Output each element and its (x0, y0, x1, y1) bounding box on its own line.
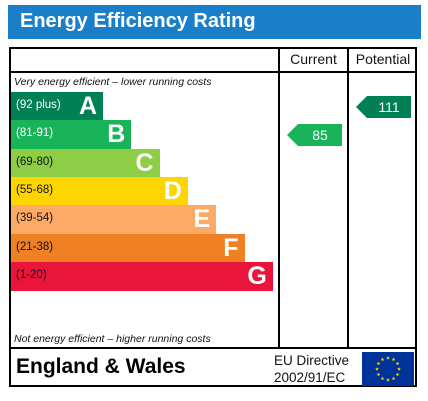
band-range-b: (81-91) (16, 127, 54, 140)
note-efficient: Very energy efficient – lower running co… (14, 76, 212, 88)
eu-flag-star (375, 367, 379, 371)
band-letter-b: B (107, 120, 126, 149)
band-letter-c: C (135, 148, 154, 177)
current-arrow-shape (287, 123, 342, 146)
band-range-c: (69-80) (16, 155, 54, 168)
band-range-g: (1-20) (16, 268, 47, 281)
band-letter-e: E (193, 205, 211, 234)
band-b: (81-91) B (11, 120, 132, 150)
band-g: (1-20) G (11, 261, 273, 291)
title-bar: Energy Efficiency Rating (8, 5, 421, 39)
eu-flag-star (391, 357, 396, 362)
band-c: (69-80) C (11, 148, 160, 178)
band-range-e: (39-54) (16, 212, 54, 225)
eu-flag-star (376, 372, 381, 377)
eu-flag-star (395, 372, 400, 377)
eu-flag-star (391, 376, 396, 381)
band-letter-a: A (78, 92, 97, 120)
band-letter-f: F (223, 233, 239, 262)
potential-rating-value: 111 (378, 98, 400, 115)
eu-directive-line2: 2002/91/EC (274, 370, 346, 385)
footer-divider (9, 347, 417, 349)
divider-potential (347, 47, 349, 348)
eu-directive: EU Directive 2002/91/EC (274, 352, 349, 386)
band-d: (55-68) D (11, 176, 188, 206)
band-letter-g: G (247, 261, 267, 290)
band-range-d: (55-68) (16, 183, 54, 196)
eu-flag-star (395, 361, 400, 366)
eu-flag-star (380, 357, 385, 362)
band-range-a: (92 plus) (16, 99, 61, 111)
region-label: England & Wales (16, 355, 186, 378)
note-inefficient: Not energy efficient – higher running co… (14, 333, 211, 345)
rating-frame (9, 47, 417, 387)
eu-flag-star (397, 367, 401, 371)
eu-directive-line1: EU Directive (274, 353, 350, 368)
header-divider (9, 71, 417, 73)
current-rating-arrow: 85 (287, 123, 342, 146)
band-f: (21-38) F (11, 233, 245, 263)
potential-rating-arrow: 111 (356, 95, 411, 118)
eu-flag-star (376, 361, 381, 366)
divider-current (278, 47, 280, 348)
chart-title: Energy Efficiency Rating (20, 10, 256, 32)
band-letter-d: D (163, 176, 182, 205)
eu-flag-star (380, 376, 385, 381)
column-header-current: Current (290, 51, 337, 67)
current-rating-value: 85 (312, 126, 328, 143)
band-e: (39-54) E (11, 205, 217, 235)
band-a: (92 plus) A (11, 92, 103, 121)
eu-flag-icon (362, 352, 414, 386)
eu-flag-star (386, 356, 390, 360)
eu-flag-star (386, 378, 390, 382)
column-header-potential: Potential (355, 51, 411, 67)
potential-arrow-shape (356, 95, 411, 118)
band-range-f: (21-38) (16, 240, 54, 253)
